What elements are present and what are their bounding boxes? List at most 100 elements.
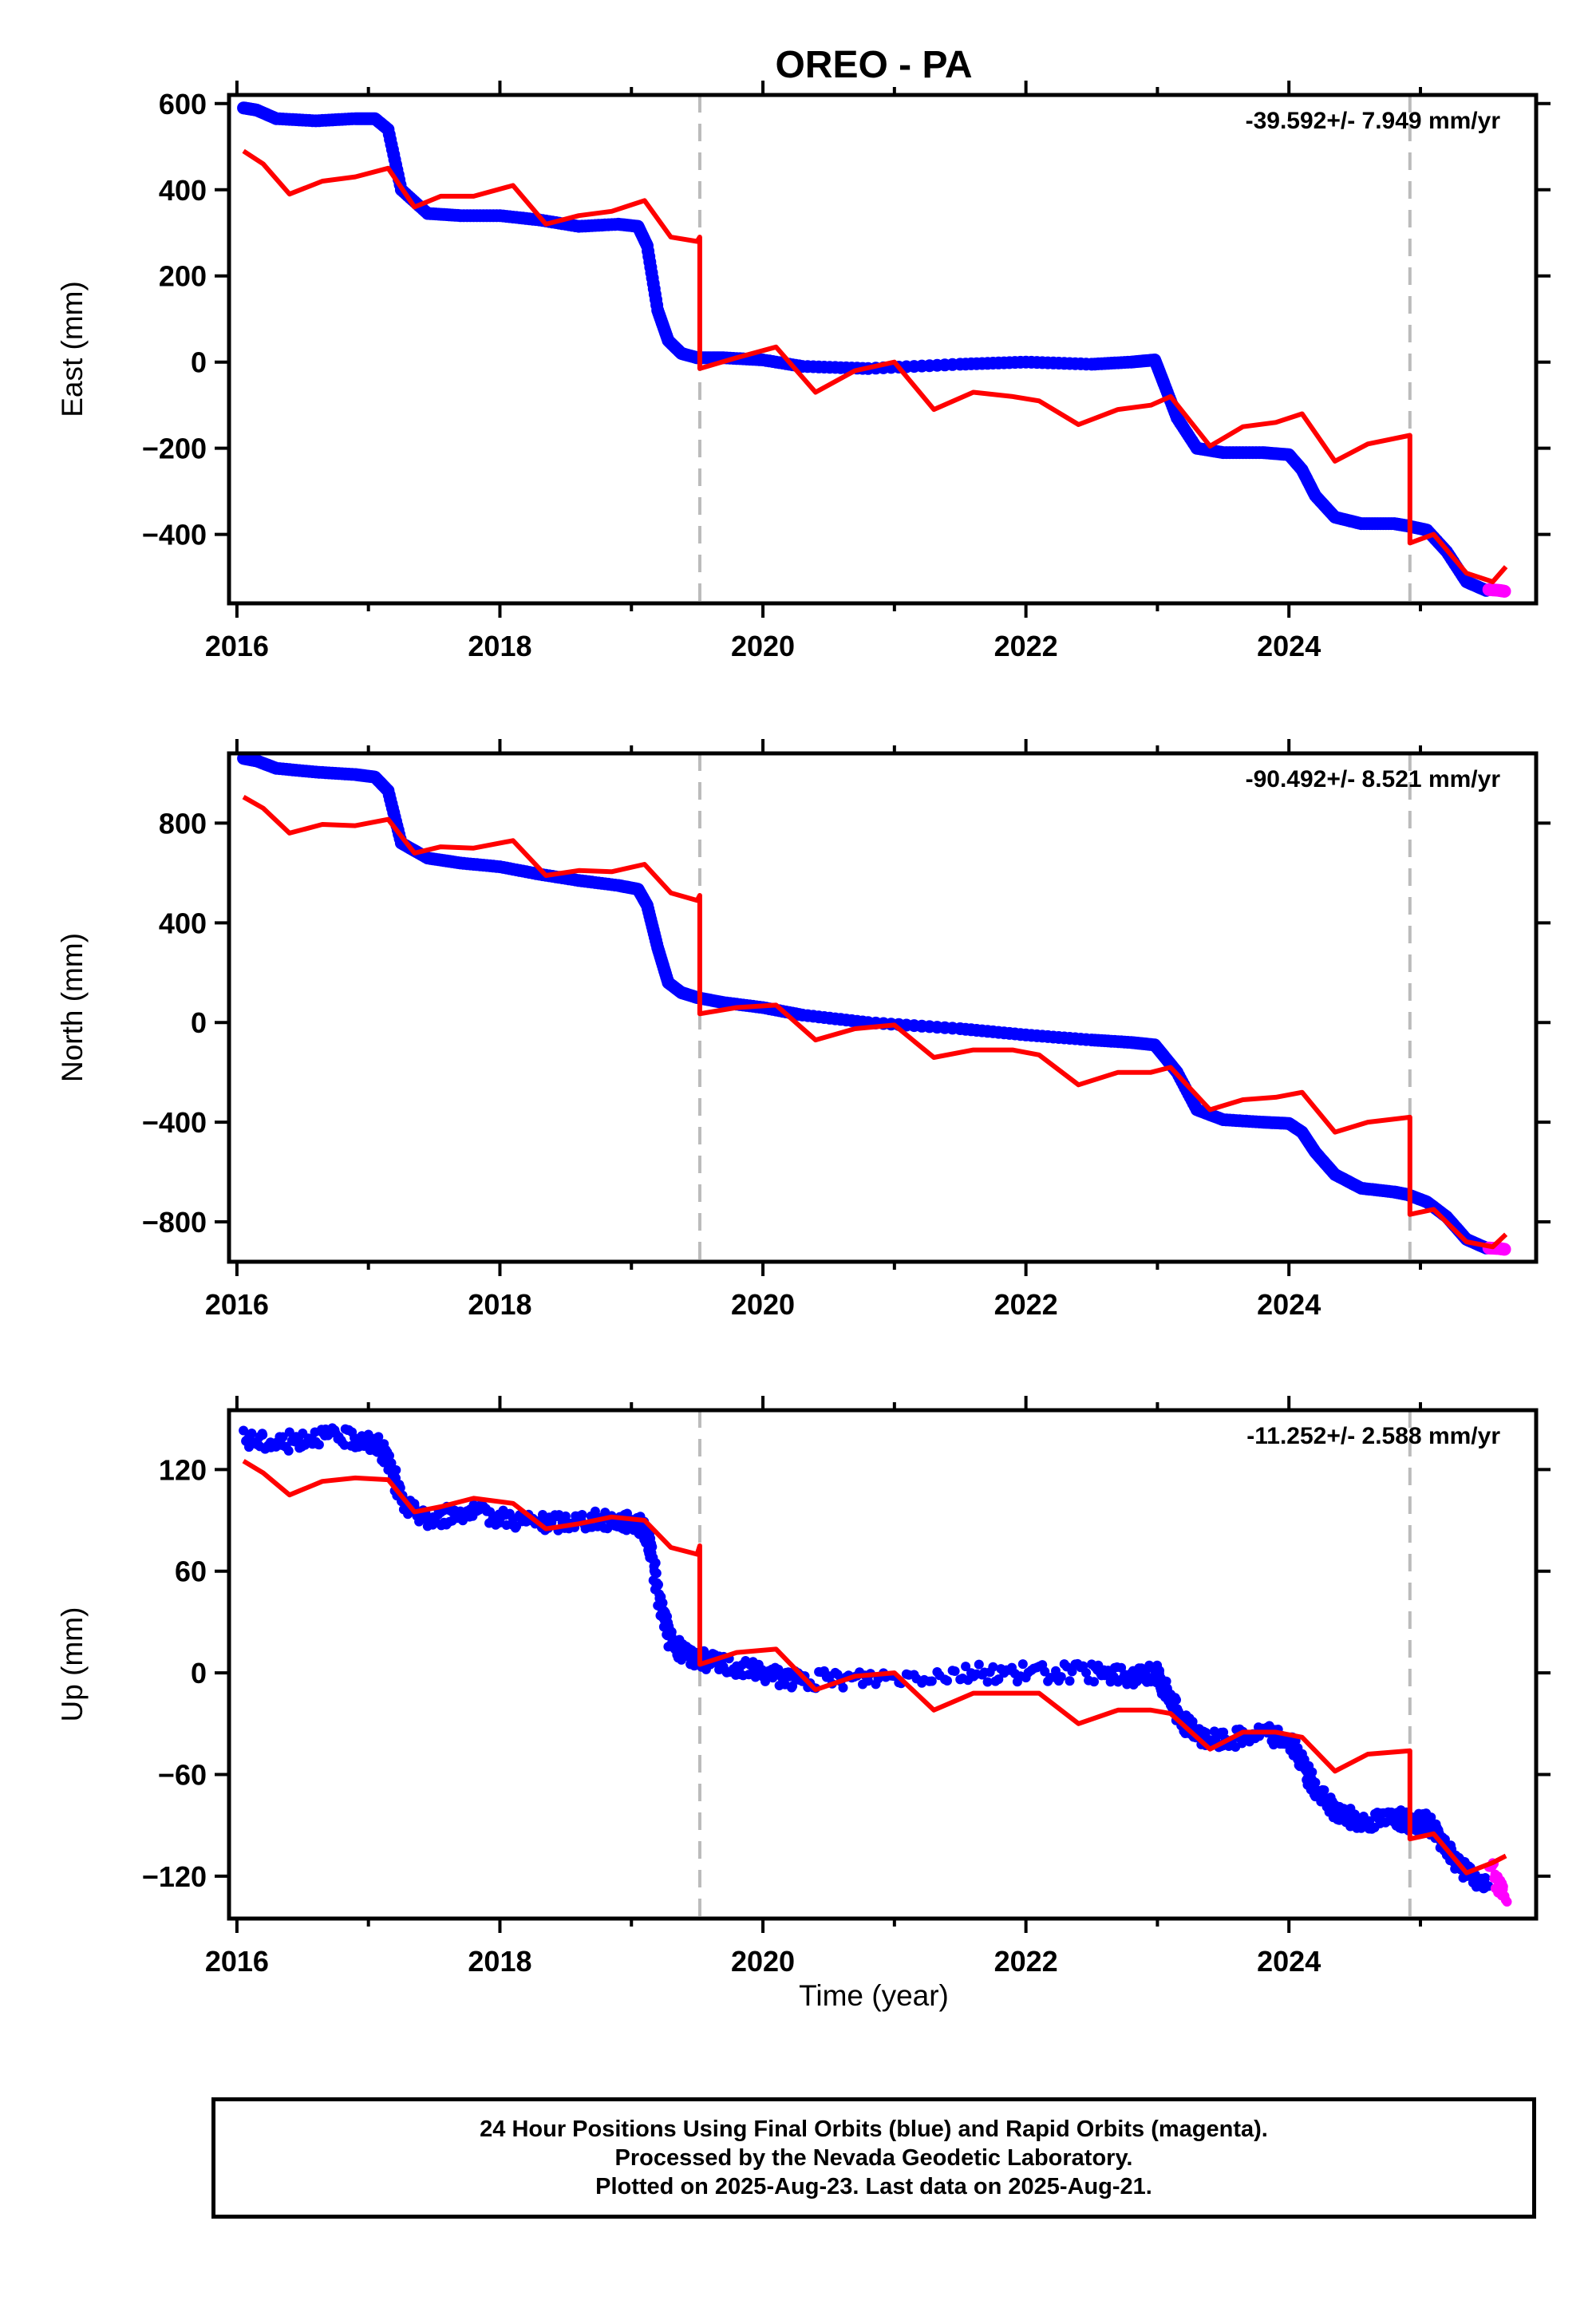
rapid-point xyxy=(1498,584,1511,598)
y-tick-label: −400 xyxy=(142,1106,207,1139)
final-point xyxy=(278,1432,288,1442)
y-tick-label: 400 xyxy=(159,907,207,939)
chart-title: OREO - PA xyxy=(775,44,972,86)
caption-box: 24 Hour Positions Using Final Orbits (bl… xyxy=(211,2097,1536,2219)
plot-frame xyxy=(227,751,1539,1264)
y-axis-label: East (mm) xyxy=(56,281,89,417)
final-point xyxy=(988,1662,998,1672)
model-line xyxy=(242,148,1508,584)
final-series xyxy=(237,753,1493,1255)
final-point xyxy=(1089,1677,1099,1687)
y-tick-label: 0 xyxy=(191,1657,207,1690)
final-point xyxy=(651,1568,662,1579)
y-axis-label: North (mm) xyxy=(56,933,89,1082)
x-tick-label: 2020 xyxy=(731,1945,795,1978)
panel-3: 2016 2018 2020 2022 2024 −120 −60 0 60 120 Up (mm)… xyxy=(56,1396,1551,1978)
x-tick-label: 2024 xyxy=(1257,1288,1321,1321)
y-tick-label: 0 xyxy=(191,346,207,379)
model-line xyxy=(242,794,1508,1250)
y-tick-label: 60 xyxy=(175,1555,207,1588)
final-point xyxy=(773,1664,784,1674)
x-tick-label: 2022 xyxy=(994,630,1058,662)
y-tick-label: 800 xyxy=(159,807,207,840)
final-point xyxy=(391,1465,401,1475)
x-tick-label: 2018 xyxy=(468,1945,531,1978)
final-point xyxy=(1310,1777,1321,1788)
final-point xyxy=(650,1558,661,1568)
plot-area xyxy=(237,753,1511,1256)
y-axis-label: Up (mm) xyxy=(56,1607,89,1722)
y-tick-label: 0 xyxy=(191,1006,207,1039)
final-point xyxy=(1426,1812,1436,1823)
final-point xyxy=(652,1578,662,1588)
caption-line-1: 24 Hour Positions Using Final Orbits (bl… xyxy=(480,2116,1268,2142)
caption-line-2: Processed by the Nevada Geodetic Laborat… xyxy=(614,2145,1133,2171)
final-point xyxy=(1201,1728,1211,1737)
final-point xyxy=(926,1676,937,1686)
y-tick-label: −200 xyxy=(142,433,207,465)
final-point xyxy=(1065,1676,1075,1686)
y-tick-label: 400 xyxy=(159,174,207,207)
plot-area xyxy=(237,101,1511,598)
final-point xyxy=(1433,1825,1444,1836)
x-tick-label: 2020 xyxy=(731,630,795,662)
x-tick-label: 2022 xyxy=(994,1945,1058,1978)
y-tick-label: 120 xyxy=(159,1453,207,1486)
y-tick-label: 200 xyxy=(159,260,207,293)
final-point xyxy=(314,1440,324,1450)
model-line xyxy=(242,1459,1507,1875)
y-tick-label: −60 xyxy=(158,1759,207,1792)
plot-frame xyxy=(227,1408,1539,1921)
final-point xyxy=(247,1429,257,1438)
x-tick-label: 2016 xyxy=(205,1945,269,1978)
rapid-point xyxy=(1498,1881,1508,1891)
x-tick-label: 2016 xyxy=(205,630,269,662)
final-point xyxy=(283,1445,294,1456)
final-point xyxy=(950,1666,960,1676)
x-tick-label: 2024 xyxy=(1257,630,1321,662)
y-tick-label: −400 xyxy=(142,519,207,551)
final-point xyxy=(1056,1672,1066,1682)
x-tick-label: 2020 xyxy=(731,1288,795,1321)
final-point xyxy=(239,1425,249,1436)
final-point xyxy=(1081,1668,1092,1678)
final-point xyxy=(1171,1695,1181,1705)
x-tick-label: 2018 xyxy=(468,630,531,662)
final-point xyxy=(974,1659,984,1670)
y-tick-label: −800 xyxy=(142,1206,207,1239)
x-tick-label: 2018 xyxy=(468,1288,531,1321)
final-point xyxy=(1307,1767,1317,1777)
final-point xyxy=(1017,1659,1028,1670)
final-point xyxy=(838,1682,848,1693)
x-tick-label: 2024 xyxy=(1257,1945,1321,1978)
final-point xyxy=(961,1662,971,1672)
plot-area xyxy=(239,1423,1512,1907)
y-tick-label: 600 xyxy=(159,88,207,121)
x-axis-label: Time (year) xyxy=(799,1979,949,2012)
final-point xyxy=(863,1676,873,1686)
final-point xyxy=(1338,1804,1349,1814)
final-point xyxy=(1040,1666,1050,1677)
final-point xyxy=(602,1524,613,1534)
velocity-label: -90.492+/- 8.521 mm/yr xyxy=(1246,766,1501,792)
rapid-point xyxy=(1498,1243,1511,1256)
velocity-label: -39.592+/- 7.949 mm/yr xyxy=(1246,108,1501,134)
final-point xyxy=(403,1509,413,1520)
x-tick-label: 2022 xyxy=(994,1288,1058,1321)
final-point xyxy=(982,1677,993,1687)
panel-2: 2016 2018 2020 2022 2024 −800 −400 0 400 800 North… xyxy=(56,739,1551,1321)
final-series xyxy=(239,1423,1494,1894)
rapid-series xyxy=(1482,583,1511,598)
final-point xyxy=(942,1676,952,1686)
rapid-point xyxy=(1502,1897,1512,1907)
plot-frame xyxy=(227,93,1539,606)
final-point xyxy=(656,1598,666,1608)
panel-1: 2016 2018 2020 2022 2024 −400 −200 0 200 400 600 Ea… xyxy=(56,81,1551,662)
final-point xyxy=(577,1510,587,1520)
final-point xyxy=(1067,1666,1077,1677)
velocity-label: -11.252+/- 2.588 mm/yr xyxy=(1246,1423,1500,1449)
final-point xyxy=(258,1429,268,1440)
final-point xyxy=(1480,1873,1491,1883)
caption-line-3: Plotted on 2025-Aug-23. Last data on 202… xyxy=(595,2174,1152,2199)
